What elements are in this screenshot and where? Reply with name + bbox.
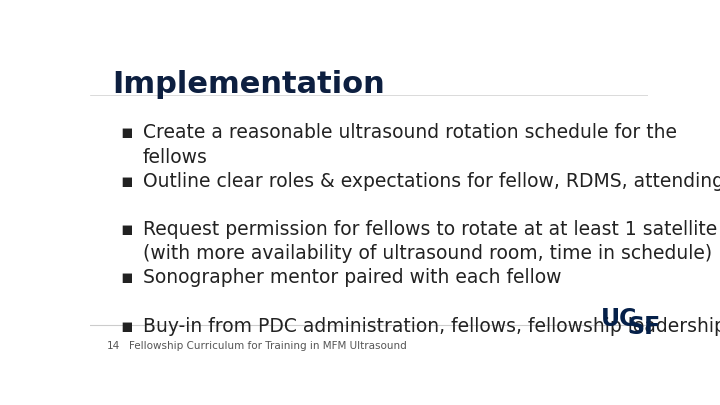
Text: ▪: ▪ [121, 317, 133, 336]
Text: 14: 14 [107, 341, 120, 351]
Text: SF: SF [627, 315, 661, 339]
Text: Create a reasonable ultrasound rotation schedule for the
fellows: Create a reasonable ultrasound rotation … [143, 124, 677, 167]
Text: Request permission for fellows to rotate at at least 1 satellite
(with more avai: Request permission for fellows to rotate… [143, 220, 717, 263]
Text: ▪: ▪ [121, 172, 133, 191]
Text: Buy-in from PDC administration, fellows, fellowship leadership: Buy-in from PDC administration, fellows,… [143, 317, 720, 336]
Text: UC: UC [600, 307, 637, 331]
Text: ▪: ▪ [121, 220, 133, 239]
Text: Outline clear roles & expectations for fellow, RDMS, attending: Outline clear roles & expectations for f… [143, 172, 720, 191]
Text: Sonographer mentor paired with each fellow: Sonographer mentor paired with each fell… [143, 269, 562, 288]
Text: ▪: ▪ [121, 124, 133, 143]
Text: ▪: ▪ [121, 269, 133, 288]
Text: Fellowship Curriculum for Training in MFM Ultrasound: Fellowship Curriculum for Training in MF… [129, 341, 407, 351]
Text: Implementation: Implementation [112, 70, 385, 100]
